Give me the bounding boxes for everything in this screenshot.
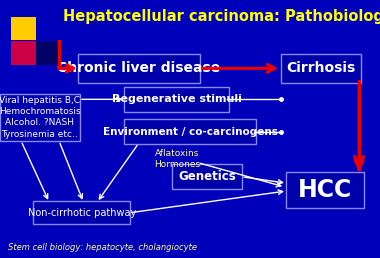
Text: Environment / co-carcinogens: Environment / co-carcinogens (103, 127, 277, 136)
Text: Non-cirrhotic pathway: Non-cirrhotic pathway (28, 208, 136, 218)
Text: Genetics: Genetics (178, 170, 236, 183)
Text: Stem cell biology: hepatocyte, cholangiocyte: Stem cell biology: hepatocyte, cholangio… (8, 243, 196, 252)
Text: Chronic liver disease: Chronic liver disease (57, 61, 220, 75)
FancyBboxPatch shape (36, 41, 61, 64)
FancyBboxPatch shape (11, 41, 36, 64)
FancyBboxPatch shape (281, 54, 361, 83)
Text: Cirrhosis: Cirrhosis (287, 61, 356, 75)
FancyBboxPatch shape (286, 172, 364, 208)
Text: Viral hepatitis B,C
Hemochromatosis
Alcohol. ?NASH
Tyrosinemia etc..: Viral hepatitis B,C Hemochromatosis Alco… (0, 96, 81, 139)
FancyBboxPatch shape (0, 94, 80, 141)
FancyBboxPatch shape (125, 119, 256, 144)
Text: HCC: HCC (298, 178, 352, 202)
Text: Hepatocellular carcinoma: Pathobiology: Hepatocellular carcinoma: Pathobiology (63, 9, 380, 24)
Text: Regenerative stimuli: Regenerative stimuli (112, 94, 242, 104)
FancyBboxPatch shape (78, 54, 200, 83)
FancyBboxPatch shape (125, 87, 229, 111)
FancyBboxPatch shape (172, 165, 242, 189)
FancyBboxPatch shape (33, 201, 130, 224)
FancyBboxPatch shape (11, 17, 36, 40)
Text: Aflatoxins
Hormones: Aflatoxins Hormones (154, 149, 200, 169)
